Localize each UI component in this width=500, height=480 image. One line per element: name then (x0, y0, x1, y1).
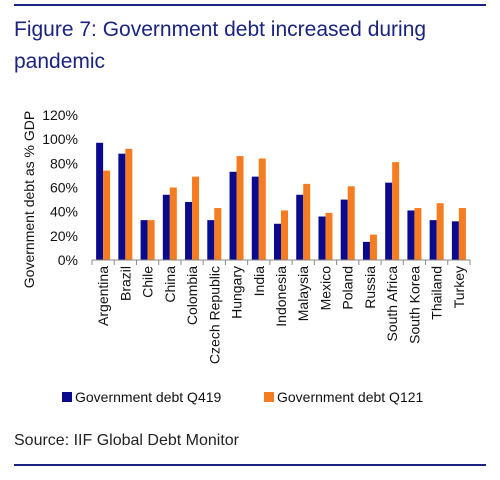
bar-q419 (140, 220, 148, 260)
bar-q419 (185, 202, 193, 260)
bar-q419 (274, 223, 281, 260)
bar-q121 (347, 186, 355, 260)
bar-q121 (436, 203, 444, 260)
legend-swatch (62, 392, 72, 402)
y-tick-label: 0% (58, 252, 78, 268)
x-tick-label: Argentina (95, 266, 111, 326)
y-tick-label: 40% (50, 204, 78, 220)
x-tick-label: Malaysia (295, 266, 311, 321)
bar-q121 (147, 220, 155, 260)
bar-q419 (118, 153, 126, 260)
bar-q121 (303, 183, 311, 260)
bar-q121 (103, 170, 111, 260)
bar-chart: 0% 20% 40% 60% 80% 100% 120% Government debt as… (21, 107, 471, 405)
x-tick-label: China (162, 266, 178, 303)
x-tick-label: Brazil (117, 266, 133, 301)
bar-q419 (251, 176, 259, 260)
bar-q419 (451, 221, 459, 260)
bar-q121 (414, 208, 422, 260)
bar-q419 (318, 216, 326, 260)
bar-q419 (385, 182, 393, 260)
y-tick-label: 20% (50, 228, 78, 244)
y-tick-label: 100% (42, 131, 78, 147)
legend-swatch (264, 392, 274, 402)
y-axis-label: Government debt as % GDP (21, 111, 37, 288)
x-tick-label: Thailand (429, 266, 445, 320)
y-tick-label: 80% (50, 155, 78, 171)
x-tick-label: India (251, 266, 267, 297)
bar-q419 (162, 194, 170, 260)
bar-q121 (325, 212, 333, 260)
bar-q121 (169, 187, 177, 260)
bar-q419 (407, 210, 415, 260)
source-note: Source: IIF Global Debt Monitor (14, 432, 239, 449)
bar-q419 (429, 220, 437, 260)
bar-q121 (281, 210, 288, 260)
x-tick-label: Mexico (317, 266, 333, 311)
x-tick-label: Indonesia (273, 266, 289, 327)
bar-q419 (229, 171, 237, 260)
y-tick-label: 120% (42, 107, 78, 123)
x-tick-label: Russia (362, 266, 378, 309)
bar-q121 (458, 208, 466, 260)
x-tick-label: Czech Republic (206, 266, 222, 364)
bar-q419 (296, 194, 304, 260)
bar-q121 (125, 148, 133, 260)
bar-q419 (340, 199, 348, 260)
bar-q419 (362, 241, 370, 260)
y-tick-label: 60% (50, 180, 78, 196)
bar-q121 (392, 162, 400, 260)
bar-q121 (192, 176, 200, 260)
x-tick-label: Turkey (451, 266, 467, 308)
x-tick-label: South Africa (384, 266, 400, 342)
bar-q121 (214, 208, 222, 260)
bar-q121 (236, 156, 244, 260)
bottom-rule (14, 464, 486, 466)
legend-label: Government debt Q419 (75, 389, 222, 405)
bar-q419 (207, 220, 215, 260)
x-tick-label: Hungary (229, 266, 245, 319)
legend-label: Government debt Q121 (277, 389, 424, 405)
x-tick-label: Colombia (184, 266, 200, 325)
x-tick-label: Poland (340, 266, 356, 310)
bar-q121 (258, 158, 266, 260)
bar-q121 (369, 234, 377, 260)
x-tick-label: South Korea (406, 266, 422, 344)
top-rule (14, 4, 486, 6)
figure-title: Figure 7: Government debt increased duri… (14, 18, 427, 73)
bar-q419 (96, 142, 104, 260)
x-tick-label: Chile (140, 266, 156, 298)
